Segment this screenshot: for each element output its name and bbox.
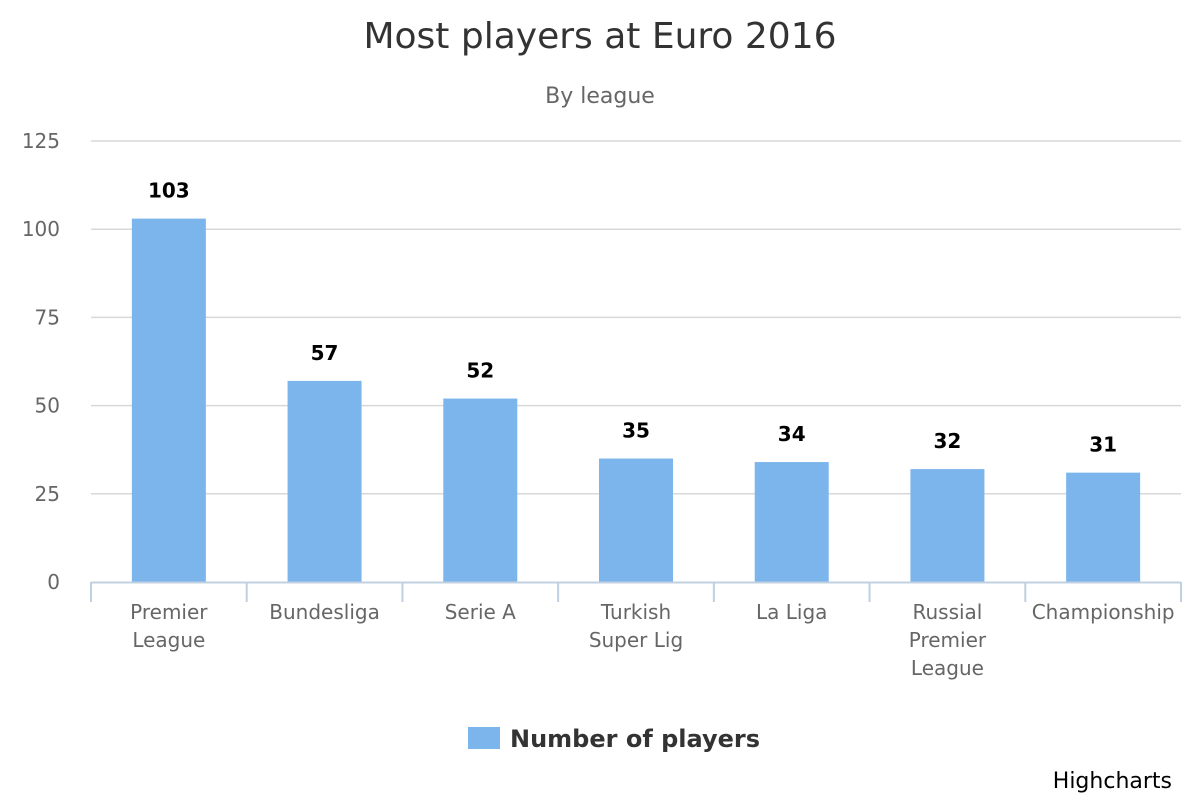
legend-label[interactable]: Number of players [510,725,760,753]
bar[interactable] [599,458,673,582]
x-tick-label: Serie A [445,600,516,624]
x-tick-label: La Liga [756,600,827,624]
credits[interactable]: Highcharts [1053,769,1172,794]
data-labels: 103 57 52 35 34 32 31 [148,179,1117,457]
chart-title: Most players at Euro 2016 [363,16,836,57]
chart-subtitle: By league [545,84,655,109]
data-label: 52 [466,359,494,383]
y-tick-label: 75 [35,305,60,329]
x-tick-label: Premier League [130,600,208,652]
grid-lines [91,140,1181,495]
data-label: 103 [148,179,190,203]
bar[interactable] [910,469,985,582]
legend[interactable]: Number of players [468,725,760,753]
y-tick-label: 0 [47,570,60,594]
y-tick-label: 125 [22,129,60,153]
y-tick-label: 100 [22,217,60,241]
x-axis: Premier League Bundesliga Serie A Turkish Sup… [90,581,1182,680]
data-label: 32 [934,429,962,453]
y-tick-label: 50 [35,394,60,418]
bar[interactable] [754,462,829,582]
bar[interactable] [1066,472,1141,582]
x-tick-label: Championship [1032,600,1175,624]
data-label: 35 [622,419,650,443]
y-axis: 0 25 50 75 100 125 [22,129,60,594]
data-label: 34 [778,422,806,446]
data-label: 31 [1089,433,1117,457]
x-tick-label: Bundesliga [269,600,380,624]
legend-swatch[interactable] [468,727,500,749]
y-tick-label: 25 [35,482,60,506]
data-label: 57 [311,341,339,365]
x-tick-label: Turkish Super Lig [589,600,683,652]
x-tick-label: Russial Premier League [909,600,987,680]
bars [131,218,1141,582]
bar[interactable] [131,218,206,582]
bar[interactable] [287,380,362,582]
bar[interactable] [443,398,518,582]
